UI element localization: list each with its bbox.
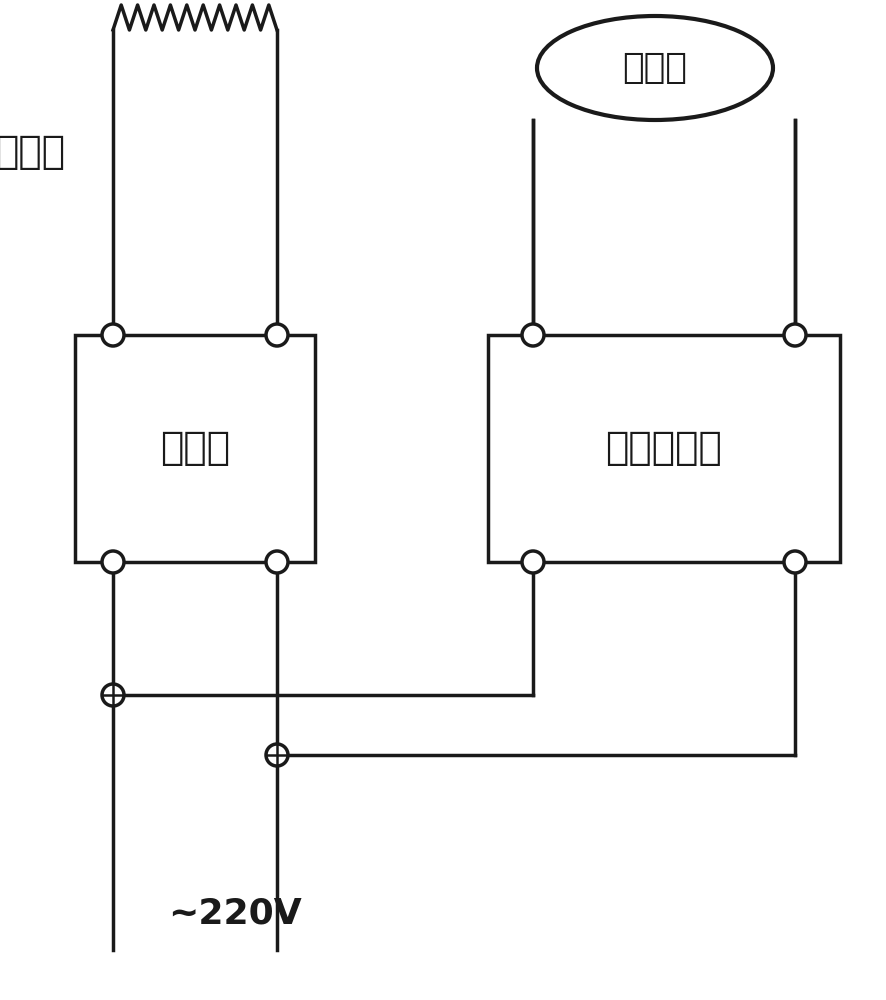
Circle shape bbox=[783, 324, 805, 346]
Text: 热电偶: 热电偶 bbox=[622, 51, 687, 85]
Ellipse shape bbox=[536, 16, 772, 120]
Circle shape bbox=[266, 551, 288, 573]
Circle shape bbox=[102, 551, 124, 573]
Circle shape bbox=[266, 744, 288, 766]
Bar bbox=[487, 335, 839, 562]
Text: ~220V: ~220V bbox=[167, 896, 301, 930]
Text: 继电器: 继电器 bbox=[159, 430, 229, 468]
Circle shape bbox=[522, 551, 543, 573]
Circle shape bbox=[102, 684, 124, 706]
Circle shape bbox=[266, 324, 288, 346]
Circle shape bbox=[522, 324, 543, 346]
Circle shape bbox=[102, 324, 124, 346]
Bar bbox=[75, 335, 315, 562]
Text: 温度控制仪: 温度控制仪 bbox=[605, 430, 721, 468]
Circle shape bbox=[783, 551, 805, 573]
Text: 加热圈: 加热圈 bbox=[0, 133, 65, 172]
